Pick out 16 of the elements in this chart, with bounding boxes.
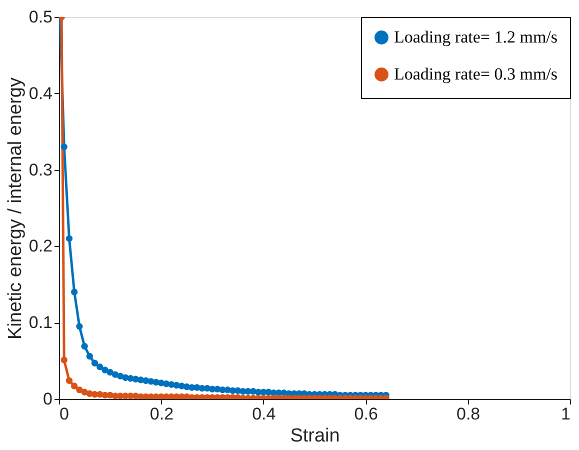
y-tick-label: 0.3 bbox=[28, 160, 52, 180]
y-tick-label: 0.5 bbox=[28, 8, 52, 26]
y-tick-label: 0 bbox=[43, 390, 52, 408]
y-tick-label: 0.1 bbox=[28, 313, 52, 332]
x-tick-label: 0 bbox=[60, 404, 69, 424]
y-tick-label: 0.2 bbox=[28, 236, 52, 256]
y-axis-title: Kinetic energy / internal energy bbox=[4, 77, 26, 340]
legend-label: Loading rate= 0.3 mm/s bbox=[394, 64, 558, 84]
x-axis-title: Strain bbox=[290, 426, 340, 446]
x-tick-label: 0.8 bbox=[456, 404, 480, 424]
legend-label: Loading rate= 1.2 mm/s bbox=[394, 28, 558, 46]
x-tick-label: 0.6 bbox=[354, 404, 378, 424]
x-tick-label: 0.4 bbox=[252, 404, 276, 424]
x-tick-label: 0.2 bbox=[150, 404, 174, 424]
y-tick-label: 0.4 bbox=[28, 84, 52, 103]
x-tick-label: 1 bbox=[561, 404, 570, 424]
